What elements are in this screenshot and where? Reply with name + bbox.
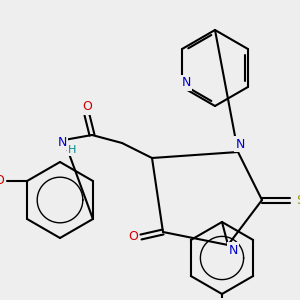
Text: S: S bbox=[296, 194, 300, 206]
Text: F: F bbox=[218, 299, 226, 300]
Text: N: N bbox=[182, 76, 191, 89]
Text: N: N bbox=[235, 137, 245, 151]
Text: O: O bbox=[128, 230, 138, 244]
Text: N: N bbox=[228, 244, 238, 256]
Text: O: O bbox=[0, 175, 4, 188]
Text: N: N bbox=[57, 136, 67, 148]
Text: H: H bbox=[68, 145, 76, 155]
Text: O: O bbox=[82, 100, 92, 113]
